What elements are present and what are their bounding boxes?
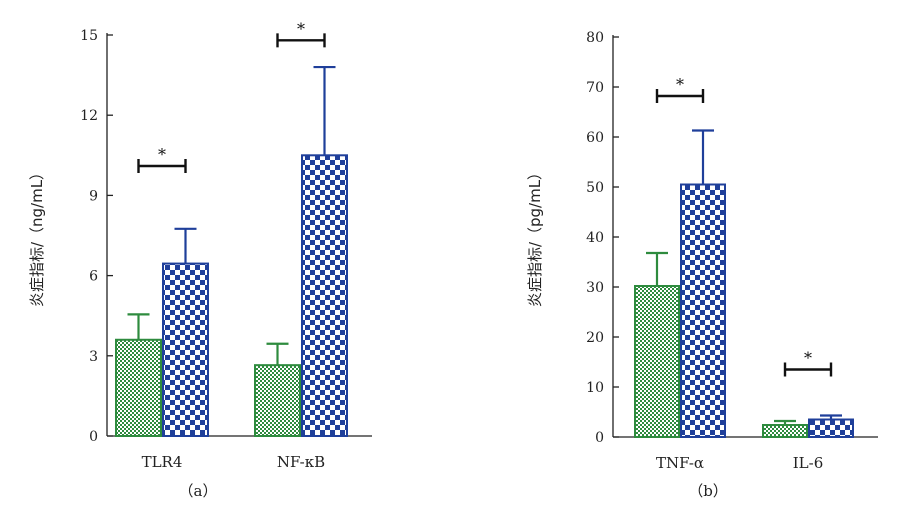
bar-blue-tlr4 [162, 262, 209, 437]
y-tick-label: 30 [586, 280, 604, 296]
y-tick-label: 20 [586, 330, 604, 346]
bar-green-tlr4 [115, 338, 162, 438]
y-tick-label: 9 [89, 188, 98, 204]
y-tick-label: 80 [586, 30, 604, 46]
bar-blue-tnf [680, 183, 726, 438]
significance-star: * [676, 75, 684, 94]
y-tick-label: 0 [89, 429, 98, 445]
y-axis-label-b: 炎症指标/（pg/mL） [526, 165, 544, 307]
y-tick-label: 15 [80, 28, 98, 44]
bar-green-il6 [762, 424, 808, 438]
significance-star: * [158, 145, 166, 164]
chart-panel-a: 炎症指标/（ng/mL） （a） 0 3 6 9 12 15 TLR4 NF-κB * * [28, 19, 372, 500]
bar-green-nfb [254, 364, 301, 438]
bar-green-tnf [634, 285, 680, 438]
y-tick-label: 0 [595, 430, 604, 446]
x-category-label: IL-6 [793, 454, 824, 472]
x-category-label: TNF-α [656, 454, 704, 472]
x-category-label: NF-κB [277, 453, 325, 471]
y-tick-label: 6 [89, 269, 98, 285]
y-tick-label: 3 [89, 349, 98, 365]
significance-star: * [297, 19, 305, 38]
y-tick-label: 70 [586, 80, 604, 96]
y-axis-label-a: 炎症指标/（ng/mL） [28, 165, 46, 307]
y-tick-label: 12 [80, 108, 98, 124]
bar-blue-nfb [301, 154, 348, 438]
chart-panel-b: 炎症指标/（pg/mL） （b） 0 10 20 30 40 50 60 70 80 TNF-α I… [526, 30, 878, 500]
significance-star: * [804, 349, 812, 368]
x-category-label: TLR4 [142, 453, 183, 471]
y-tick-label: 50 [586, 180, 604, 196]
panel-label-a: （a） [179, 482, 218, 500]
panel-label-b: （b） [688, 482, 728, 500]
y-tick-label: 10 [586, 380, 604, 396]
bar-blue-il6 [808, 418, 854, 438]
y-tick-label: 40 [586, 230, 604, 246]
y-tick-label: 60 [586, 130, 604, 146]
